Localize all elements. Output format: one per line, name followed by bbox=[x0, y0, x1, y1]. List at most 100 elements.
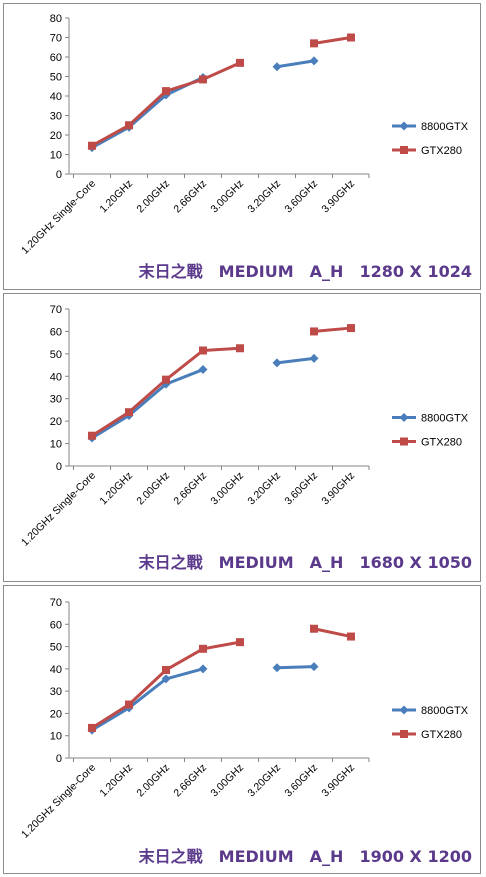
x-tick-label: 3.20GHz bbox=[245, 762, 283, 800]
point-GTX280 bbox=[162, 87, 170, 96]
point-GTX280 bbox=[347, 33, 355, 42]
x-tick-label: 2.00GHz bbox=[134, 470, 172, 508]
x-tick-label: 3.20GHz bbox=[245, 178, 283, 216]
x-tick-label: 3.00GHz bbox=[208, 762, 246, 800]
point-8800GTX bbox=[309, 56, 319, 66]
x-tick-label: 1.20GHz Single-Core bbox=[19, 762, 98, 841]
point-GTX280 bbox=[199, 644, 207, 653]
x-tick-label: 2.00GHz bbox=[134, 178, 172, 216]
series-line-8800GTX bbox=[91, 667, 204, 732]
chart-title-1: 末日之戰 MEDIUM A_H 1280 X 1024 bbox=[138, 262, 472, 281]
x-tick-label: 3.60GHz bbox=[282, 178, 320, 216]
point-8800GTX bbox=[272, 663, 282, 673]
y-tick-label: 60 bbox=[50, 619, 62, 631]
point-GTX280 bbox=[88, 723, 96, 732]
legend-marker-GTX280 bbox=[400, 437, 408, 446]
y-tick-label: 50 bbox=[50, 72, 62, 84]
y-tick-label: 0 bbox=[56, 753, 62, 765]
y-tick-label: 0 bbox=[56, 461, 62, 473]
point-8800GTX bbox=[198, 365, 208, 375]
legend-marker-8800GTX bbox=[399, 121, 409, 131]
point-GTX280 bbox=[125, 408, 133, 417]
series-line-8800GTX bbox=[91, 368, 204, 440]
point-GTX280 bbox=[236, 638, 244, 647]
y-tick-label: 80 bbox=[50, 13, 62, 25]
y-tick-label: 70 bbox=[50, 33, 62, 45]
legend-label-GTX280: GTX280 bbox=[421, 437, 462, 449]
chart-panel-1: 0 10 20 30 40 50 60 70 80 1.20GHz Single-Core 1.20… bbox=[3, 3, 481, 290]
point-GTX280 bbox=[88, 431, 96, 440]
point-GTX280 bbox=[310, 39, 318, 48]
x-tick-label: 3.60GHz bbox=[282, 762, 320, 800]
y-tick-label: 30 bbox=[50, 111, 62, 123]
point-GTX280 bbox=[162, 375, 170, 384]
y-tick-label: 20 bbox=[50, 416, 62, 428]
legend-marker-GTX280 bbox=[400, 730, 408, 738]
chart-panel-3: 0 10 20 30 40 50 60 70 1.20GHz Single-Core 1.20GH… bbox=[3, 585, 481, 874]
x-tick-label: 3.00GHz bbox=[208, 178, 246, 216]
point-8800GTX bbox=[161, 674, 171, 684]
y-tick-label: 50 bbox=[50, 349, 62, 361]
chart-title-2: 末日之戰 MEDIUM A_H 1680 X 1050 bbox=[138, 553, 472, 572]
legend-marker-8800GTX bbox=[399, 705, 409, 715]
legend-label-8800GTX: 8800GTX bbox=[421, 705, 469, 717]
series-line-8800GTX bbox=[276, 665, 315, 670]
x-tick-label: 1.20GHz bbox=[97, 762, 135, 800]
point-8800GTX bbox=[198, 664, 208, 674]
x-tick-label: 2.00GHz bbox=[134, 762, 172, 800]
y-tick-label: 40 bbox=[50, 91, 62, 103]
point-GTX280 bbox=[310, 327, 318, 336]
x-tick-label: 1.20GHz bbox=[97, 178, 135, 216]
x-tick-label: 3.00GHz bbox=[208, 470, 246, 508]
series-line-8800GTX bbox=[276, 59, 315, 69]
x-tick-label: 3.90GHz bbox=[319, 762, 357, 800]
legend-label-GTX280: GTX280 bbox=[421, 729, 462, 741]
x-tick-label: 1.20GHz bbox=[97, 470, 135, 508]
chart-title-3: 末日之戰 MEDIUM A_H 1900 X 1200 bbox=[138, 847, 472, 866]
y-tick-label: 10 bbox=[50, 439, 62, 451]
point-GTX280 bbox=[236, 58, 244, 67]
x-tick-label: 1.20GHz Single-Core bbox=[19, 470, 98, 549]
series-line-8800GTX bbox=[276, 356, 315, 365]
y-tick-label: 30 bbox=[50, 394, 62, 406]
point-GTX280 bbox=[347, 324, 355, 333]
y-tick-label: 60 bbox=[50, 52, 62, 64]
y-tick-label: 10 bbox=[50, 731, 62, 743]
x-tick-label: 3.90GHz bbox=[319, 470, 357, 508]
chart-svg-1: 0 10 20 30 40 50 60 70 80 1.20GHz Single-Core 1.20… bbox=[19, 13, 469, 257]
y-tick-label: 70 bbox=[50, 597, 62, 609]
x-tick-label: 1.20GHz Single-Core bbox=[19, 178, 98, 257]
point-GTX280 bbox=[125, 700, 133, 709]
legend-marker-GTX280 bbox=[400, 146, 408, 154]
legend-marker-8800GTX bbox=[399, 413, 409, 422]
point-GTX280 bbox=[199, 346, 207, 355]
y-tick-label: 40 bbox=[50, 664, 62, 676]
y-tick-label: 10 bbox=[50, 150, 62, 162]
series-line-GTX280 bbox=[313, 627, 352, 639]
point-GTX280 bbox=[162, 665, 170, 674]
y-tick-label: 30 bbox=[50, 686, 62, 698]
legend-label-8800GTX: 8800GTX bbox=[421, 121, 469, 133]
point-8800GTX bbox=[272, 62, 282, 72]
point-GTX280 bbox=[88, 141, 96, 150]
y-tick-label: 60 bbox=[50, 326, 62, 338]
legend-label-8800GTX: 8800GTX bbox=[421, 413, 469, 425]
series-line-GTX280 bbox=[91, 61, 241, 148]
y-tick-label: 50 bbox=[50, 642, 62, 654]
x-tick-label: 3.60GHz bbox=[282, 470, 320, 508]
point-8800GTX bbox=[309, 662, 319, 672]
y-tick-label: 20 bbox=[50, 708, 62, 720]
y-tick-label: 0 bbox=[56, 169, 62, 181]
point-GTX280 bbox=[310, 624, 318, 633]
x-tick-label: 2.66GHz bbox=[171, 762, 209, 800]
series-line-GTX280 bbox=[313, 326, 352, 333]
series-line-GTX280 bbox=[313, 36, 352, 45]
point-8800GTX bbox=[309, 353, 319, 363]
y-tick-label: 40 bbox=[50, 371, 62, 383]
x-tick-label: 2.66GHz bbox=[171, 470, 209, 508]
legend-label-GTX280: GTX280 bbox=[421, 145, 462, 157]
point-8800GTX bbox=[272, 358, 282, 368]
point-GTX280 bbox=[125, 121, 133, 130]
chart-svg-2: 0 10 20 30 40 50 60 70 1.20GHz Single-Core 1.20GH… bbox=[19, 304, 469, 549]
x-tick-label: 3.20GHz bbox=[245, 470, 283, 508]
